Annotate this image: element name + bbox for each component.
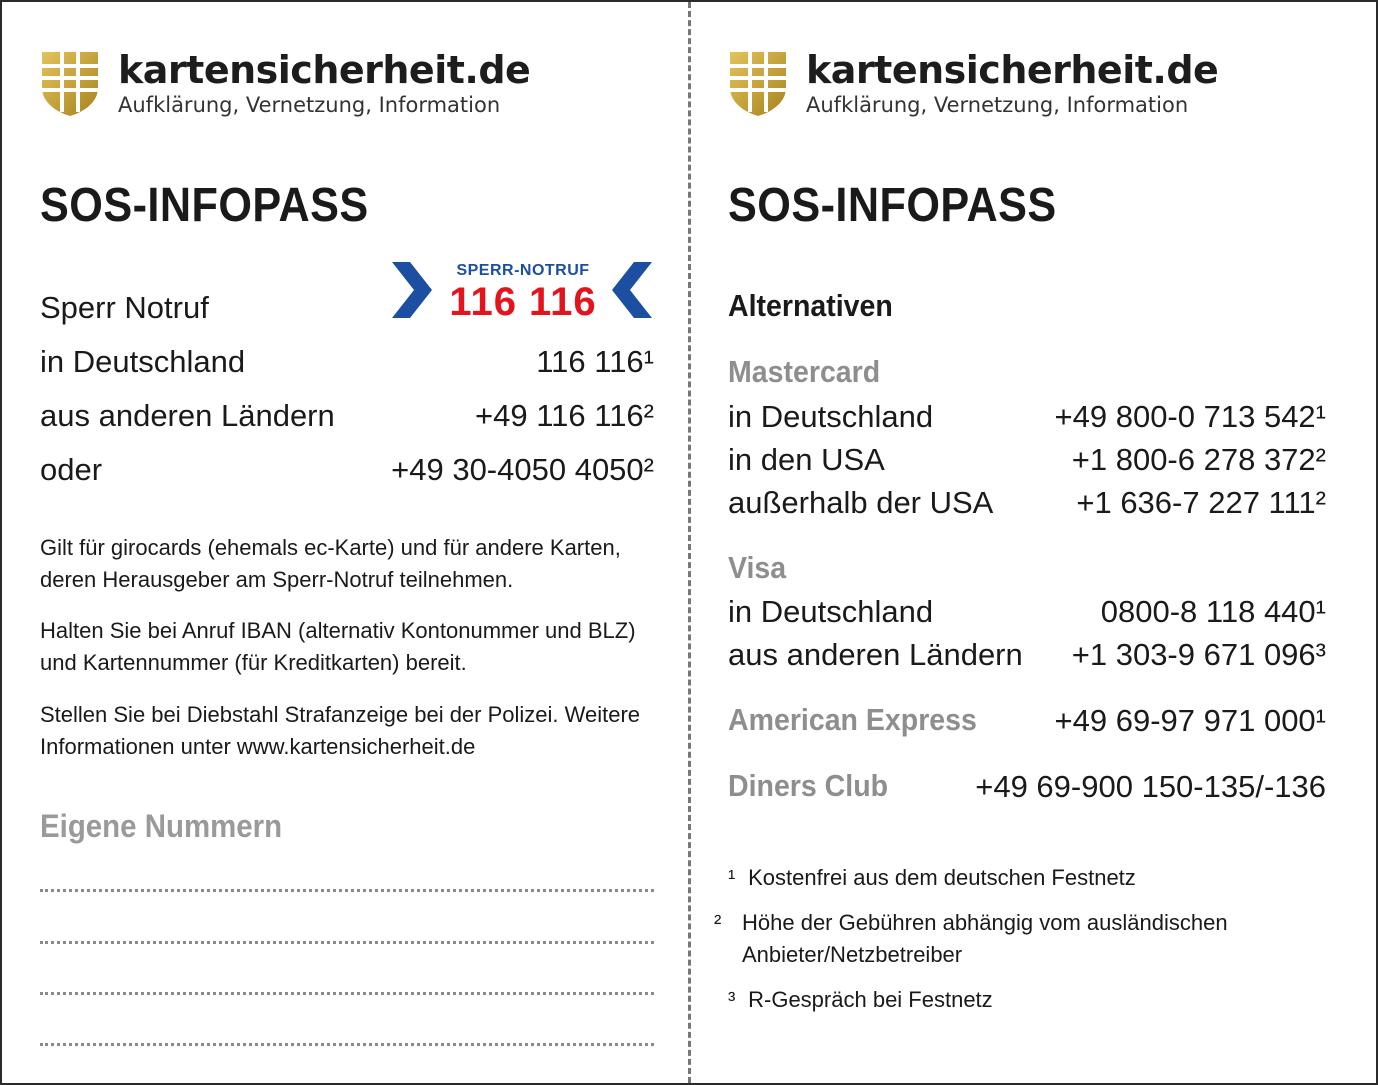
page-title: SOS-INFOPASS bbox=[40, 179, 369, 232]
footnote-mark: ² bbox=[714, 910, 722, 935]
footnote-1: ¹ Kostenfrei aus dem deutschen Festnetz bbox=[728, 862, 1326, 894]
info-paragraph-diebstahl: Stellen Sie bei Diebstahl Strafanzeige b… bbox=[40, 702, 641, 759]
sperr-notruf-label: SPERR-NOTRUF bbox=[456, 262, 590, 279]
diners-heading: Diners Club bbox=[728, 768, 889, 803]
row-label: in Deutschland bbox=[40, 344, 246, 379]
phone-number: 0800-8 118 440¹ bbox=[1100, 594, 1326, 629]
write-line bbox=[40, 992, 654, 995]
visa-heading: Visa bbox=[728, 550, 787, 585]
phone-number: +49 800-0 713 542¹ bbox=[1054, 399, 1326, 434]
footnote-text: Höhe der Gebühren abhängig vom ausländis… bbox=[742, 910, 1228, 967]
phone-number: +49 116 116² bbox=[475, 398, 654, 433]
sperr-notruf-logo: SPERR-NOTRUF 116 116 bbox=[390, 260, 654, 324]
phone-number: +1 636-7 227 111² bbox=[1076, 485, 1326, 520]
row-label: in den USA bbox=[728, 442, 885, 477]
page-title: SOS-INFOPASS bbox=[728, 179, 1057, 232]
sperr-notruf-number: 116 116 bbox=[449, 280, 597, 324]
row-label: außerhalb der USA bbox=[728, 485, 994, 520]
chevron-right-icon bbox=[392, 262, 432, 318]
row-label: in Deutschland bbox=[728, 399, 934, 434]
shield-logo-icon bbox=[730, 52, 786, 116]
footnote-2: ² Höhe der Gebühren abhängig vom ausländi… bbox=[714, 907, 1326, 971]
info-paragraph-iban: Halten Sie bei Anruf IBAN (alternativ Ko… bbox=[40, 618, 636, 675]
footnote-mark: ³ bbox=[728, 987, 736, 1012]
row-label: Sperr Notruf bbox=[40, 290, 209, 325]
phone-number: +49 30-4050 4050² bbox=[391, 452, 654, 487]
row-label: aus anderen Ländern bbox=[40, 398, 335, 433]
row-label: aus anderen Ländern bbox=[728, 637, 1023, 672]
brand-logo: kartensicherheit.de Aufklärung, Vernetzu… bbox=[728, 48, 1219, 120]
footnote-3: ³ R-Gespräch bei Festnetz bbox=[728, 984, 1326, 1016]
phone-number: +49 69-97 971 000¹ bbox=[1054, 703, 1326, 738]
phone-number: +1 800-6 278 372² bbox=[1071, 442, 1326, 477]
footnote-text: R-Gespräch bei Festnetz bbox=[748, 987, 993, 1012]
mastercard-heading: Mastercard bbox=[728, 354, 881, 389]
left-panel: kartensicherheit.de Aufklärung, Vernetzu… bbox=[40, 2, 654, 1083]
alternatives-heading: Alternativen bbox=[728, 288, 893, 323]
amex-heading: American Express bbox=[728, 702, 977, 737]
cut-line-divider bbox=[688, 2, 691, 1083]
shield-logo-icon bbox=[42, 52, 98, 116]
write-line bbox=[40, 889, 654, 892]
footnote-text: Kostenfrei aus dem deutschen Festnetz bbox=[748, 865, 1136, 890]
write-line bbox=[40, 1043, 654, 1046]
own-numbers-heading: Eigene Nummern bbox=[40, 808, 283, 844]
right-panel: kartensicherheit.de Aufklärung, Vernetzu… bbox=[714, 2, 1326, 1083]
phone-number: 116 116¹ bbox=[536, 344, 654, 379]
chevron-left-icon bbox=[612, 262, 652, 318]
row-label: in Deutschland bbox=[728, 594, 934, 629]
phone-number: +49 69-900 150-135/-136 bbox=[975, 769, 1326, 804]
info-paragraph-girocard: Gilt für girocards (ehemals ec-Karte) un… bbox=[40, 535, 621, 592]
phone-number: +1 303-9 671 096³ bbox=[1071, 637, 1326, 672]
brand-name: kartensicherheit.de bbox=[806, 48, 1219, 92]
write-line bbox=[40, 941, 654, 944]
row-label: oder bbox=[40, 452, 103, 487]
brand-name: kartensicherheit.de bbox=[118, 48, 531, 92]
brand-logo: kartensicherheit.de Aufklärung, Vernetzu… bbox=[40, 48, 531, 120]
brand-tagline: Aufklärung, Vernetzung, Information bbox=[806, 93, 1189, 117]
brand-tagline: Aufklärung, Vernetzung, Information bbox=[118, 93, 501, 117]
footnote-mark: ¹ bbox=[728, 865, 736, 890]
